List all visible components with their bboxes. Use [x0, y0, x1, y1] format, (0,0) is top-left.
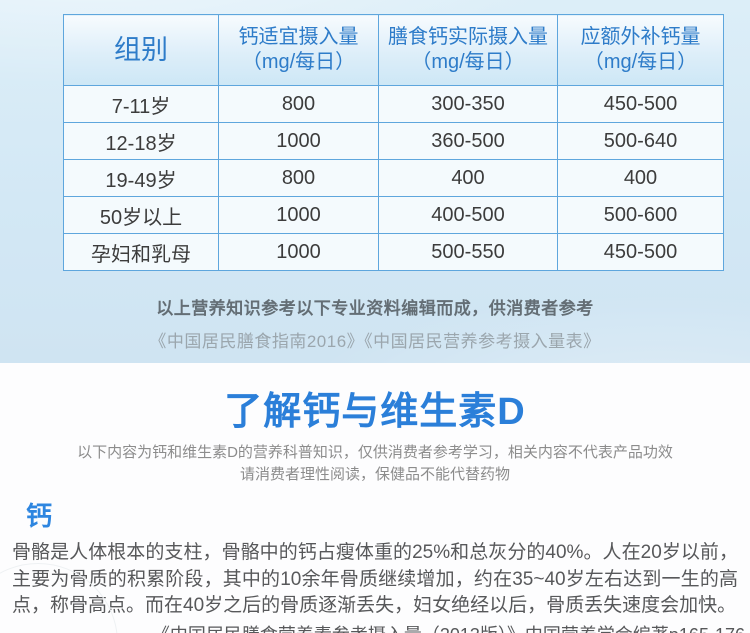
cell-group: 孕妇和乳母: [63, 233, 219, 271]
calcium-intake-table: 组别 钙适宜摄入量 （mg/每日） 膳食钙实际摄入量 （mg/每日） 应额外补钙量 （…: [63, 14, 724, 271]
table-row: 孕妇和乳母 1000 500-550 450-500: [63, 233, 724, 271]
cell-group: 12-18岁: [63, 122, 219, 160]
header-unit: （mg/每日）: [241, 51, 356, 73]
section-disclaimer: 以下内容为钙和维生素D的营养科普知识，仅供消费者参考学习，相关内容不代表产品功效…: [0, 442, 750, 486]
header-label: 组别: [114, 35, 168, 65]
cell-extra: 500-640: [557, 122, 724, 160]
cell-group: 7-11岁: [63, 85, 219, 123]
cell-group: 50岁以上: [63, 196, 219, 234]
calcium-heading: 钙: [26, 501, 53, 531]
source-note: 以上营养知识参考以下专业资料编辑而成，供消费者参考 《中国居民膳食指南2016》…: [0, 294, 750, 352]
cell-adequate: 800: [218, 159, 379, 197]
disclaimer-line: 以下内容为钙和维生素D的营养科普知识，仅供消费者参考学习，相关内容不代表产品功效: [77, 444, 673, 461]
table-row: 12-18岁 1000 360-500 500-640: [63, 122, 724, 160]
table-header-row: 组别 钙适宜摄入量 （mg/每日） 膳食钙实际摄入量 （mg/每日） 应额外补钙量 （…: [63, 14, 724, 86]
header-label: 膳食钙实际摄入量: [388, 26, 548, 48]
cell-actual: 400: [378, 159, 558, 197]
cell-adequate: 1000: [218, 196, 379, 234]
cell-actual: 500-550: [378, 233, 558, 271]
knowledge-section: 了解钙与维生素D 以下内容为钙和维生素D的营养科普知识，仅供消费者参考学习，相关…: [0, 363, 750, 633]
header-dietary-actual-intake: 膳食钙实际摄入量 （mg/每日）: [378, 14, 558, 86]
table-row: 7-11岁 800 300-350 450-500: [63, 85, 724, 123]
cell-extra: 400: [557, 159, 724, 197]
calcium-intake-section: 组别 钙适宜摄入量 （mg/每日） 膳食钙实际摄入量 （mg/每日） 应额外补钙量 （…: [0, 0, 750, 363]
header-group: 组别: [63, 14, 219, 86]
cell-actual: 360-500: [378, 122, 558, 160]
cell-actual: 400-500: [378, 196, 558, 234]
header-unit: （mg/每日）: [583, 51, 698, 73]
cell-actual: 300-350: [378, 85, 558, 123]
table-row: 19-49岁 800 400 400: [63, 159, 724, 197]
cell-adequate: 1000: [218, 122, 379, 160]
calcium-paragraph: 骨骼是人体根本的支柱，骨骼中的钙占瘦体重的25%和总灰分的40%。人在20岁以前…: [12, 542, 738, 616]
cell-extra: 450-500: [557, 233, 724, 271]
disclaimer-line: 请消费者理性阅读，保健品不能代替药物: [239, 466, 510, 483]
cell-extra: 450-500: [557, 85, 724, 123]
header-adequate-intake: 钙适宜摄入量 （mg/每日）: [218, 14, 379, 86]
cell-group: 19-49岁: [63, 159, 219, 197]
header-label: 钙适宜摄入量: [238, 26, 359, 48]
header-unit: （mg/每日）: [411, 51, 525, 73]
cell-adequate: 800: [218, 85, 379, 123]
citation-text: 《中国居民膳食营养素参考摄入量（2013版）》中国营养学会编著p165-176: [0, 621, 745, 633]
source-note-text: 以上营养知识参考以下专业资料编辑而成，供消费者参考: [156, 299, 594, 318]
section-title: 了解钙与维生素D: [224, 391, 526, 433]
source-note-references: 《中国居民膳食指南2016》《中国居民营养参考摄入量表》: [149, 332, 601, 351]
cell-adequate: 1000: [218, 233, 379, 271]
table-row: 50岁以上 1000 400-500 500-600: [63, 196, 724, 234]
header-label: 应额外补钙量: [580, 26, 701, 48]
header-extra-supplement: 应额外补钙量 （mg/每日）: [557, 14, 724, 86]
cell-extra: 500-600: [557, 196, 724, 234]
